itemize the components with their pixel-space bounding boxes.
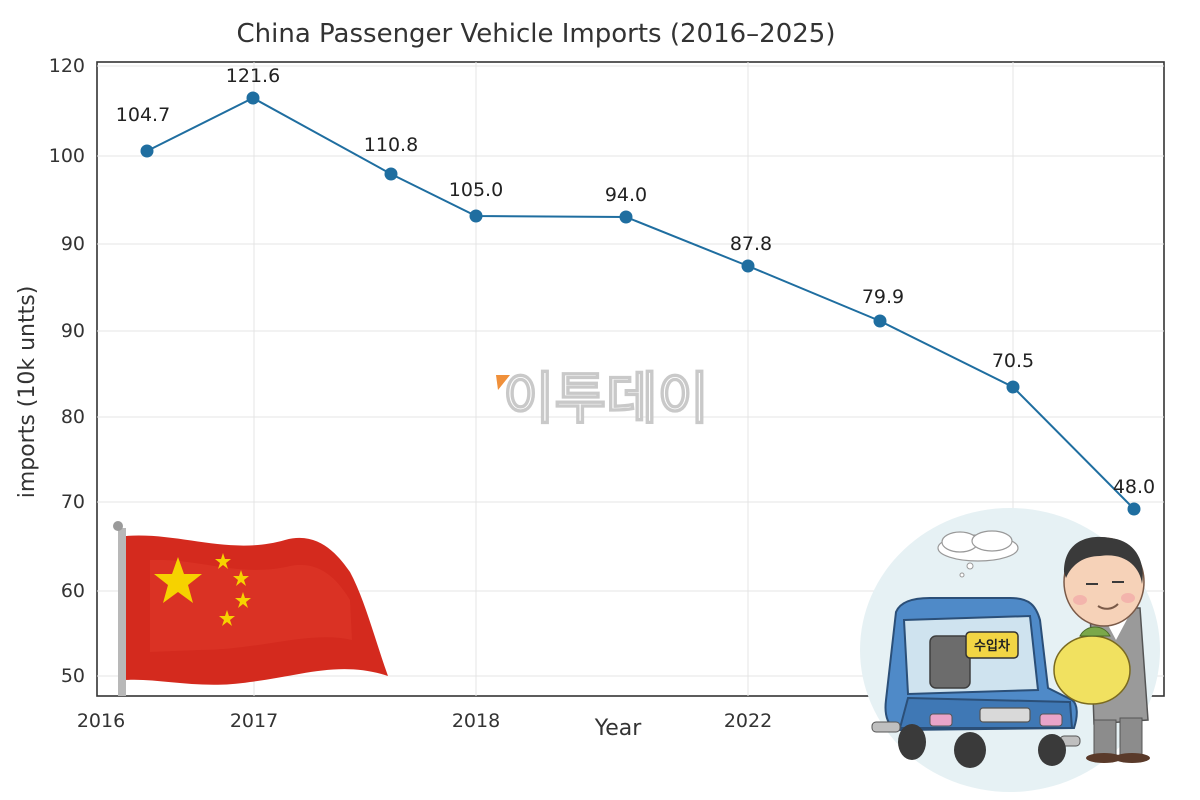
data-point (140, 144, 154, 158)
car-sign-text: 수입차 (974, 638, 1010, 654)
x-tick-label: 2016 (77, 710, 125, 732)
data-point (741, 259, 755, 273)
businessman-icon (1053, 536, 1150, 763)
data-point (384, 167, 398, 181)
y-axis-label: imports (10k untts) (15, 286, 40, 499)
flag-small-star (219, 610, 235, 626)
data-label: 70.5 (992, 350, 1034, 372)
flag-pole (118, 528, 126, 696)
flag-small-star (235, 592, 251, 608)
car-sign (965, 631, 1019, 659)
watermark: 이투데이 (496, 366, 710, 433)
y-tick-label: 50 (61, 665, 85, 687)
china-flag-icon (113, 521, 388, 696)
y-tick-label: 80 (61, 406, 85, 428)
flag-large-star (154, 557, 202, 603)
money-bag-icon (1053, 635, 1131, 705)
series-line-group: 104.7 121.6 110.8 105.0 94.0 87.8 79.9 70.5 48.0 (116, 65, 1155, 516)
y-tick-label: 90 (61, 233, 85, 255)
watermark-text: 이투데이 (503, 367, 709, 432)
data-point (469, 209, 483, 223)
flag-small-star (215, 553, 231, 569)
data-label: 87.8 (730, 233, 772, 255)
x-tick-label: 2022 (724, 710, 772, 732)
watermark-logo-mark (496, 375, 510, 390)
data-point (246, 91, 260, 105)
data-label: 94.0 (605, 184, 647, 206)
data-point (1006, 380, 1020, 394)
y-tick-label: 120 (49, 55, 85, 77)
flag-pole-top (113, 521, 123, 531)
imported-car-illustration: 수입차 (860, 508, 1160, 792)
y-tick-label: 60 (61, 580, 85, 602)
data-point (619, 210, 633, 224)
y-tick-label: 100 (49, 145, 85, 167)
data-label: 105.0 (449, 179, 503, 201)
flag-highlight (150, 559, 352, 652)
data-label: 121.6 (226, 65, 280, 87)
chart-title: China Passenger Vehicle Imports (2016–20… (237, 19, 836, 49)
data-label: 110.8 (364, 134, 418, 156)
data-label: 104.7 (116, 104, 170, 126)
thought-cloud-icon (937, 530, 1019, 578)
y-axis-ticks: 120 100 90 90 80 70 60 50 (49, 55, 85, 687)
x-axis-label: Year (594, 716, 643, 741)
car-icon: 수입차 (871, 597, 1081, 768)
y-tick-label: 90 (61, 320, 85, 342)
x-tick-label: 2018 (452, 710, 500, 732)
x-tick-label: 2017 (230, 710, 278, 732)
flag-small-star (233, 570, 249, 586)
data-point (873, 314, 887, 328)
data-label: 48.0 (1113, 476, 1155, 498)
data-label: 79.9 (862, 286, 904, 308)
data-point (1127, 502, 1141, 516)
y-tick-label: 70 (61, 491, 85, 513)
x-axis-ticks: 2016 2017 2018 2022 (77, 710, 772, 732)
